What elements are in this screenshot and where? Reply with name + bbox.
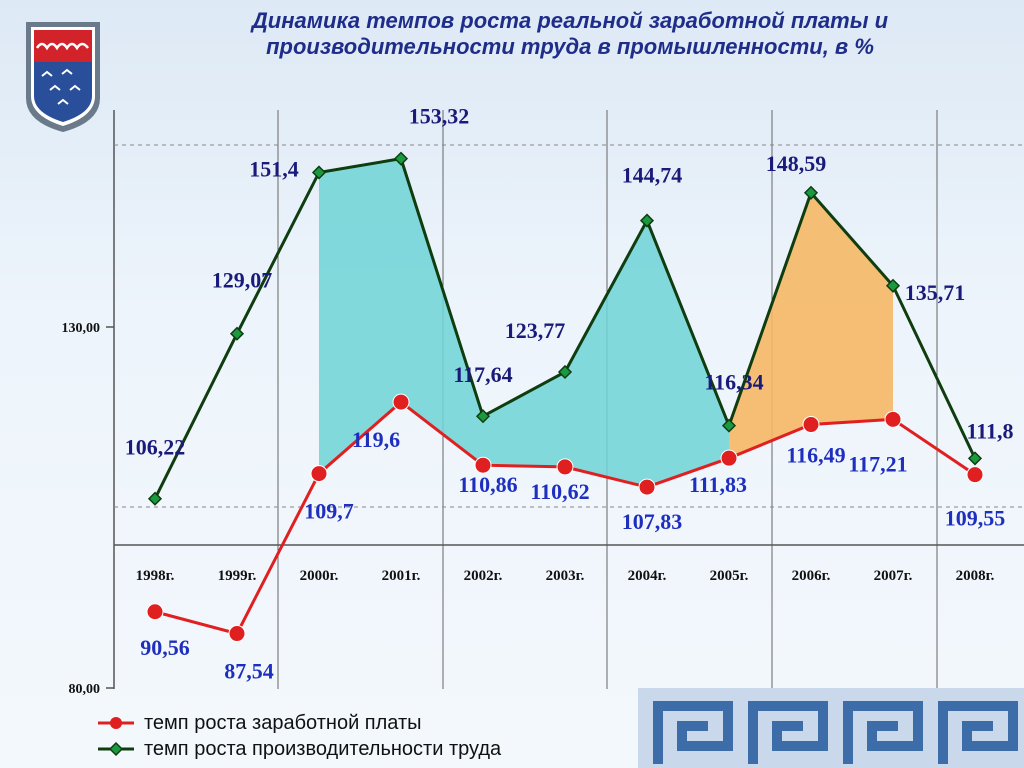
chart-title-line-2: производительности труда в промышленност… (266, 34, 874, 59)
productivity-data-label-6: 144,74 (622, 163, 683, 188)
x-tick-label-3: 2001г. (382, 568, 421, 584)
wages-data-label-2: 109,7 (304, 499, 354, 524)
productivity-data-label-8: 148,59 (766, 151, 827, 176)
wages-data-label-8: 116,49 (786, 443, 845, 468)
x-tick-label-7: 2005г. (710, 568, 749, 584)
productivity-data-label-2: 151,4 (249, 156, 299, 181)
productivity-data-label-1: 129,07 (212, 268, 273, 293)
x-tick-label-5: 2003г. (546, 568, 585, 584)
wages-point-2 (310, 465, 328, 483)
wages-point-9 (884, 410, 902, 428)
wages-data-label-9: 117,21 (848, 451, 907, 476)
productivity-data-label-9: 135,71 (905, 280, 966, 305)
wages-point-3 (392, 393, 410, 411)
productivity-point-4 (475, 409, 491, 424)
productivity-point-6 (639, 213, 655, 228)
x-tick-label-6: 2004г. (628, 568, 667, 584)
wages-data-label-1: 87,54 (224, 659, 274, 684)
meander-ornament-icon (638, 688, 1024, 768)
chart-title: Динамика темпов роста реальной заработно… (150, 8, 990, 60)
data-labels: 106,22 129,07 151,4 153,32 117,64 123,77 144,7… (125, 104, 1014, 684)
city-emblem-icon (26, 22, 100, 132)
wages-point-4 (474, 456, 492, 474)
wages-data-label-3: 119,6 (352, 427, 400, 452)
wages-point-10 (966, 466, 984, 484)
productivity-data-label-5: 123,77 (505, 318, 566, 343)
wages-point-0 (146, 603, 164, 621)
wages-point-5 (556, 458, 574, 476)
wages-data-label-10: 109,55 (945, 506, 1006, 531)
legend-item-productivity: темп роста производительности труда (96, 736, 501, 762)
productivity-point-7 (721, 418, 737, 433)
red-dot-line-icon (98, 717, 134, 729)
chart-title-line-1: Динамика темпов роста реальной заработно… (251, 8, 889, 33)
wages-point-6 (638, 478, 656, 496)
gap-area-2000-2005 (319, 158, 729, 488)
productivity-data-label-3: 153,32 (409, 104, 470, 129)
wages-point-8 (802, 416, 820, 434)
gap-area-2005-2007 (729, 192, 893, 459)
wages-point-1 (228, 625, 246, 643)
x-tick-label-0: 1998г. (136, 568, 175, 584)
productivity-point-3 (393, 151, 409, 166)
productivity-point-5 (557, 364, 573, 380)
green-diamond-line-icon (98, 741, 134, 757)
y-tick-label-0: 130,00 (62, 321, 101, 336)
legend-item-wages: темп роста заработной платы (96, 710, 501, 736)
wages-data-label-0: 90,56 (140, 635, 190, 660)
x-tick-label-9: 2007г. (874, 568, 913, 584)
x-tick-label-8: 2006г. (792, 568, 831, 584)
wages-data-label-6: 107,83 (622, 509, 683, 534)
legend-label-productivity: темп роста производительности труда (144, 737, 502, 760)
productivity-data-label-0: 106,22 (125, 435, 186, 460)
x-tick-label-2: 2000г. (300, 568, 339, 584)
wages-data-label-7: 111,83 (689, 472, 747, 497)
productivity-point-9 (885, 278, 901, 293)
y-tick-label-1: 80,00 (69, 682, 101, 697)
productivity-point-10 (967, 451, 983, 466)
x-tick-label-1: 1999г. (218, 568, 257, 584)
series-markers (146, 151, 984, 643)
wages-point-7 (720, 449, 738, 467)
wages-data-label-5: 110,62 (530, 479, 589, 504)
productivity-data-label-7: 116,34 (704, 370, 763, 395)
productivity-point-1 (229, 326, 245, 341)
productivity-point-0 (147, 491, 163, 506)
y-axis-ticks: 130,00 80,00 (62, 321, 114, 697)
legend: темп роста заработной платы темп роста п… (96, 710, 501, 762)
productivity-data-label-4: 117,64 (453, 362, 512, 387)
x-tick-label-4: 2002г. (464, 568, 503, 584)
wages-data-label-4: 110,86 (458, 472, 517, 497)
legend-label-wages: темп роста заработной платы (144, 711, 422, 734)
productivity-point-8 (803, 185, 819, 200)
x-tick-label-10: 2008г. (956, 568, 995, 584)
gap-fill-areas (319, 158, 893, 488)
x-axis-tick-labels: 1998г. 1999г. 2000г. 2001г. 2002г. 2003г. 2004… (136, 568, 995, 584)
productivity-point-2 (311, 165, 327, 180)
productivity-data-label-10: 111,8 (966, 418, 1013, 443)
